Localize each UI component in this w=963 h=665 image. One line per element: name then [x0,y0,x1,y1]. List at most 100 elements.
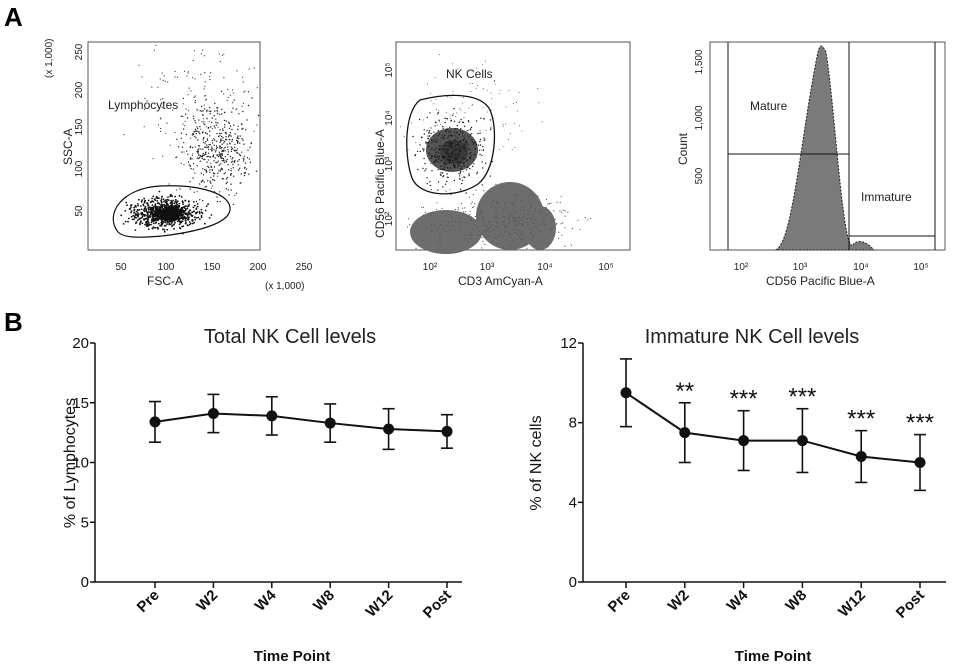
flow-event [227,153,229,156]
flow-event [457,222,459,224]
flow-event [215,118,217,120]
flow-event [233,161,235,164]
flow-event [450,142,452,145]
flow-event [440,159,443,161]
flow-event [445,224,447,226]
flow-event [214,151,217,153]
flow-event [470,152,472,154]
flow-event [180,210,183,214]
flow-event [160,203,164,207]
flow-event [477,212,479,214]
flow-event [509,133,511,135]
flow-event [436,124,438,126]
flow-event [471,139,473,141]
flow-event [175,201,178,204]
flow-event [456,144,458,146]
flow-event [483,117,485,120]
flow-event [468,218,470,220]
immature-nk-x-title: Time Point [735,648,811,665]
flow-event [210,121,213,124]
flow-event [233,99,235,101]
flow-event [467,165,469,168]
flow-event [201,110,203,112]
flow-event [512,240,514,243]
flow-event [403,136,405,138]
flow-event [468,165,470,166]
flow-event [219,132,221,135]
flow-event [472,143,474,145]
flow-event [433,156,435,158]
flow-event [422,148,424,150]
flow-event [209,182,212,184]
cd3neg-density-blob [410,210,482,254]
flow-event [232,167,234,169]
flow-event [227,88,229,91]
flow-event [464,211,466,213]
flow-event [419,150,421,153]
flow-event [539,213,541,216]
flow-event [230,167,232,170]
flow-event [481,217,483,219]
flow-event [222,139,224,142]
flow-event [152,214,156,217]
flow-event [443,162,445,165]
flow-event [450,145,453,147]
flow-event [193,50,196,52]
y-tick-label: 12 [560,335,577,352]
flow-event [434,141,437,143]
flow-event [508,223,511,225]
flow-event [426,83,428,85]
flow-event [512,219,515,221]
flow-event [486,196,488,198]
flow-event [449,232,451,234]
flow-event [227,121,230,123]
x-tick-label: 10⁵ [913,262,928,273]
flow-event [147,204,150,207]
flow-event [503,194,505,196]
y-tick-label: 1,500 [694,49,705,74]
flow-event [437,168,439,171]
flow-event [469,167,471,170]
flow-event [160,225,163,227]
flow-event [215,124,218,126]
flow-event [187,161,190,163]
flow-event [433,221,435,223]
flow-event [209,79,211,81]
flow-event [174,195,177,198]
flow-event [180,162,182,164]
flow-event [523,209,525,211]
flow-event [202,200,204,202]
flow-event [430,163,432,165]
flow-event [123,134,125,136]
flow-event [172,224,174,227]
flow-event [141,211,144,214]
flow-event [489,196,491,198]
flow-event [467,147,470,149]
flow-event [157,124,160,126]
flow-event [244,162,247,164]
flow-event [530,232,533,235]
flow-event [170,208,174,211]
histogram-x-label: CD56 Pacific Blue-A [766,274,875,288]
flow-event [194,99,196,102]
flow-event [173,202,176,205]
flow-event [452,156,454,158]
flow-event [437,181,440,183]
flow-event [222,178,224,180]
flow-event [160,127,162,130]
flow-event [483,190,485,192]
data-point [855,451,867,463]
flow-event [470,155,473,157]
flow-event [216,200,219,203]
flow-event [160,118,162,120]
flow-event [161,106,163,108]
flow-event [579,228,581,230]
flow-event [451,142,454,144]
flow-event [223,126,226,128]
flow-event [139,217,142,220]
flow-event [140,200,143,203]
flow-event [221,113,223,115]
flow-event [474,224,476,226]
flow-event [190,90,192,92]
flow-event [433,149,436,151]
